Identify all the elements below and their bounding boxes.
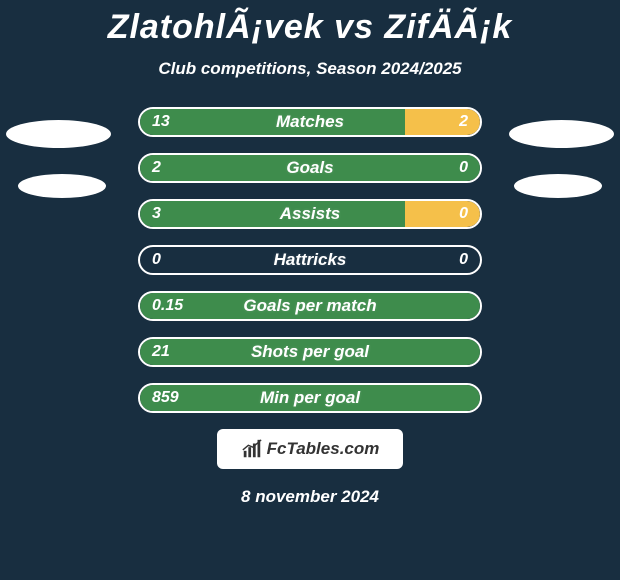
chart-icon <box>241 438 263 460</box>
badge-brand: Fc <box>267 439 287 458</box>
subtitle: Club competitions, Season 2024/2025 <box>0 59 620 79</box>
stat-label: Shots per goal <box>140 339 480 365</box>
badge-rest: Tables.com <box>286 439 379 458</box>
page-title: ZlatohlÃ¡vek vs ZifÄÃ¡k <box>0 0 620 47</box>
stat-label: Goals <box>140 155 480 181</box>
stat-row: 859Min per goal <box>138 383 482 413</box>
stat-label: Assists <box>140 201 480 227</box>
source-badge: FcTables.com <box>217 429 403 469</box>
stat-row: 132Matches <box>138 107 482 137</box>
player-right-avatar <box>509 120 614 148</box>
comparison-chart: 132Matches 20Goals 30Assists 00Hattricks 0.1… <box>0 107 620 413</box>
player-left-badge <box>18 174 106 198</box>
stat-row: 20Goals <box>138 153 482 183</box>
stat-row: 21Shots per goal <box>138 337 482 367</box>
stat-label: Min per goal <box>140 385 480 411</box>
stat-label: Matches <box>140 109 480 135</box>
player-right-badge <box>514 174 602 198</box>
stat-row: 00Hattricks <box>138 245 482 275</box>
player-left-avatar <box>6 120 111 148</box>
stat-row: 0.15Goals per match <box>138 291 482 321</box>
stat-label: Hattricks <box>140 247 480 273</box>
date-label: 8 november 2024 <box>0 487 620 507</box>
stat-label: Goals per match <box>140 293 480 319</box>
stat-row: 30Assists <box>138 199 482 229</box>
